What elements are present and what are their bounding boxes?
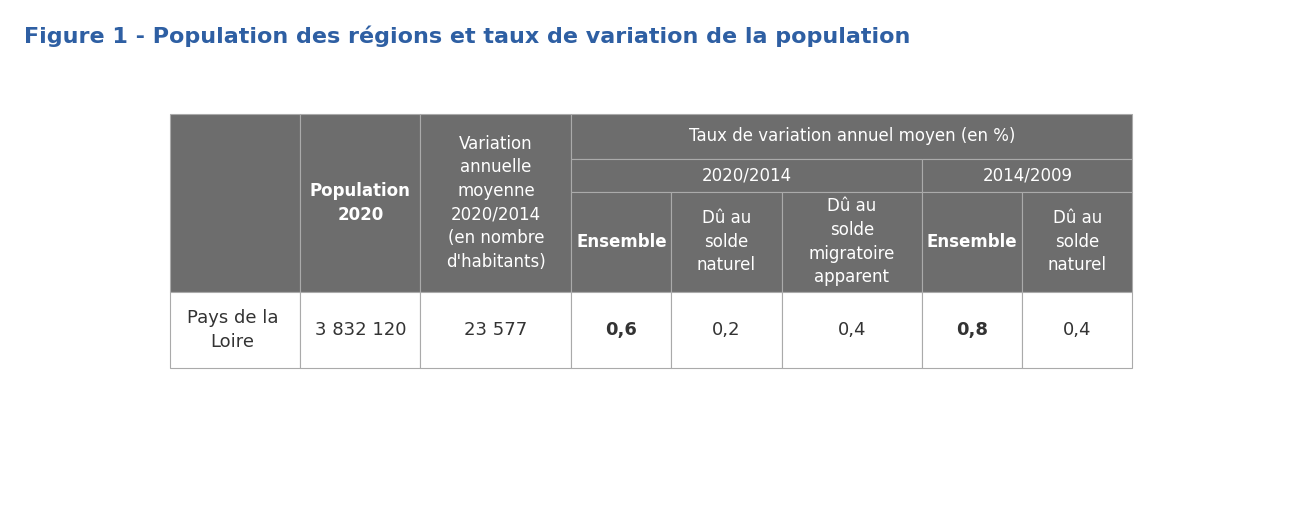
Text: Taux de variation annuel moyen (en %): Taux de variation annuel moyen (en %)	[688, 128, 1015, 145]
Bar	[1023, 292, 1132, 368]
Text: Dû au
solde
migratoire
apparent: Dû au solde migratoire apparent	[809, 198, 895, 287]
Bar	[571, 292, 671, 368]
Bar	[923, 192, 1023, 292]
Bar	[671, 192, 782, 292]
Text: Dû au
solde
naturel: Dû au solde naturel	[1048, 209, 1107, 274]
Bar	[571, 114, 1132, 158]
Bar	[421, 114, 571, 292]
Text: Figure 1 - Population des régions et taux de variation de la population: Figure 1 - Population des régions et tau…	[24, 25, 911, 47]
Bar	[571, 192, 671, 292]
Text: Variation
annuelle
moyenne
2020/2014
(en nombre
d'habitants): Variation annuelle moyenne 2020/2014 (en…	[446, 135, 546, 271]
Bar	[1023, 192, 1132, 292]
Text: Pays de la
Loire: Pays de la Loire	[187, 309, 279, 351]
Bar	[571, 158, 923, 192]
Text: Dû au
solde
naturel: Dû au solde naturel	[697, 209, 755, 274]
Text: 0,2: 0,2	[712, 321, 741, 339]
Text: 2014/2009: 2014/2009	[982, 167, 1073, 184]
Bar	[782, 192, 923, 292]
Text: Population
2020: Population 2020	[309, 182, 411, 224]
Bar	[923, 292, 1023, 368]
Text: 23 577: 23 577	[465, 321, 528, 339]
Text: 3 832 120: 3 832 120	[315, 321, 407, 339]
Bar	[923, 158, 1132, 192]
Text: Ensemble: Ensemble	[926, 233, 1017, 251]
Bar	[300, 292, 421, 368]
Bar	[421, 292, 571, 368]
Text: 0,6: 0,6	[605, 321, 637, 339]
Text: 0,4: 0,4	[1063, 321, 1091, 339]
Bar	[170, 114, 300, 292]
Bar	[300, 114, 421, 292]
Text: 0,4: 0,4	[838, 321, 866, 339]
Text: Ensemble: Ensemble	[576, 233, 667, 251]
Bar	[170, 292, 300, 368]
Bar	[782, 292, 923, 368]
Text: 0,8: 0,8	[957, 321, 988, 339]
Bar	[671, 292, 782, 368]
Text: 2020/2014: 2020/2014	[701, 167, 792, 184]
